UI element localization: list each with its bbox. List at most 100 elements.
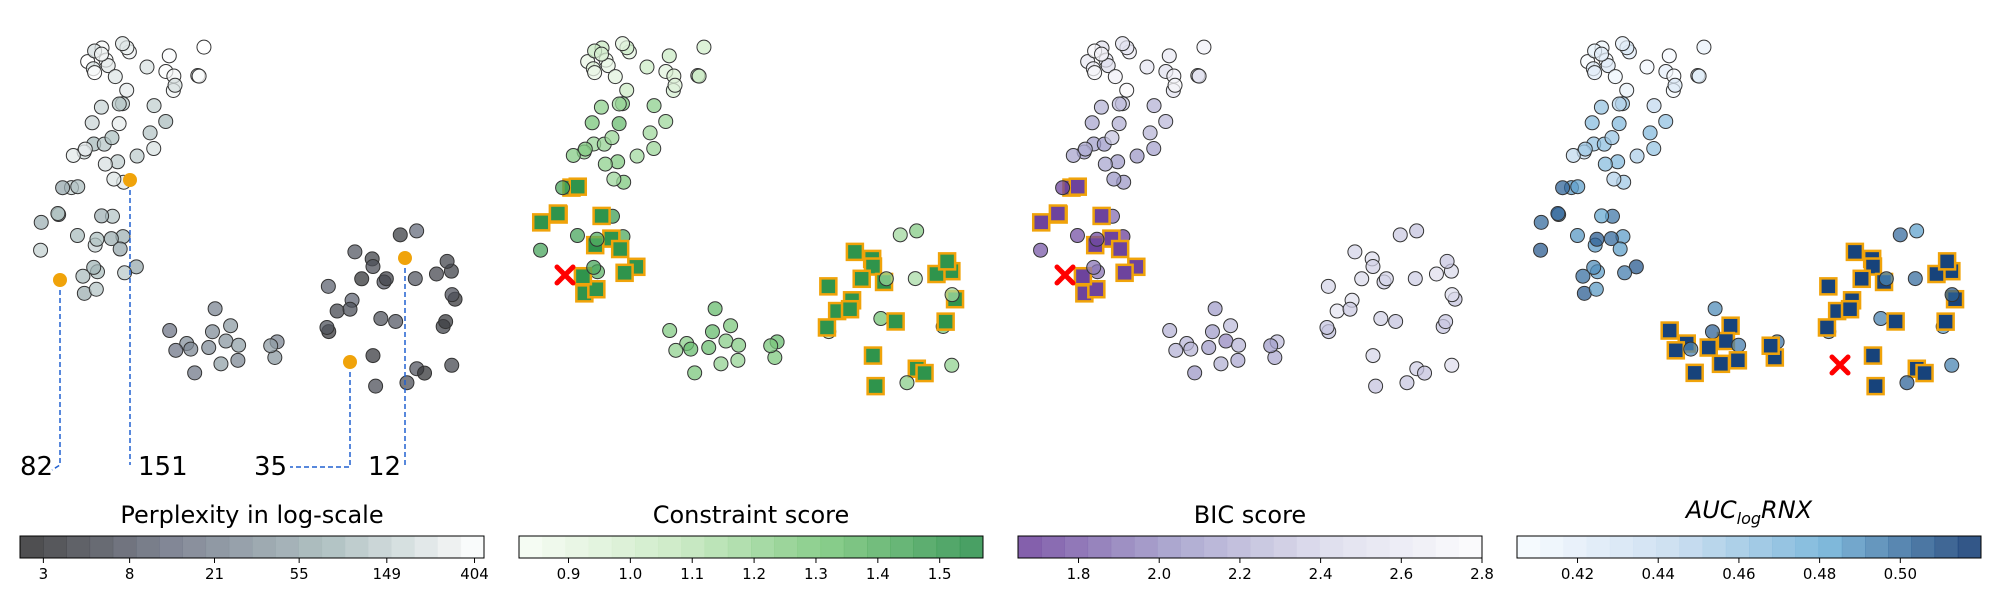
colorbar-segment [1586,536,1611,558]
scatter-point [407,271,423,287]
scatter-point [139,59,155,75]
scatter-point [1100,58,1116,74]
scatter-point [718,333,734,349]
scatter-point [909,223,925,239]
scatter-point [1407,271,1423,287]
scatter-point [1187,365,1203,381]
scatter-point [1115,36,1131,52]
colorbar-segment [1865,536,1889,558]
colorbar-segment [681,536,706,558]
scatter-point [1610,154,1626,170]
scatter-point [1667,77,1683,93]
scatter-point [1907,271,1923,287]
scatter-point [1347,244,1363,260]
selected-point [1110,239,1130,259]
scatter-point [368,378,384,394]
scatter-point [319,319,335,335]
colorbar-segment [635,536,659,558]
scatter-point [1683,341,1699,357]
scatter-point [399,375,415,391]
scatter-point [111,116,127,132]
scatter-point [365,259,381,275]
scatter-point [1065,147,1081,163]
selected-point [587,279,606,299]
scatter-point [586,259,602,275]
scatter-point [1365,348,1381,364]
colorbar-segment [1319,536,1344,558]
colorbar-segment [1342,536,1367,558]
selected-point [1660,321,1679,340]
scatter-point [1077,141,1093,157]
annotation-label: 82 [20,452,53,482]
scatter-point [89,231,105,247]
scatter-point [1628,259,1644,275]
scatter-point [587,65,603,81]
scatter-point [1944,357,1960,373]
colorbar-segment [182,536,207,558]
scatter-point [892,227,908,243]
scatter-point [1223,318,1239,334]
scatter-point [723,318,739,334]
scatter-point [88,281,104,297]
scatter-point [1111,96,1127,112]
scatter-point [687,365,703,381]
scatter-point [146,98,162,114]
colorbar-segment [565,536,590,558]
scatter-point [1087,65,1103,81]
colorbar-tick-label: 149 [372,565,401,583]
colorbar-segment [1934,536,1959,558]
scatter-point [1565,147,1581,163]
colorbar-frame [518,535,984,559]
scatter-point [231,337,247,353]
scatter-point [619,82,635,98]
scatter-point [1104,130,1120,146]
scatter-point [565,147,581,163]
scatter-point [1069,228,1085,244]
scatter-point [873,311,889,327]
scatter-point [263,338,279,354]
scatter-point [763,338,779,354]
colorbar-segment [867,536,891,558]
scatter-point [584,115,600,131]
scatter-point [94,208,110,224]
scatter-point [1388,313,1404,329]
scatter-point [1093,99,1109,115]
colorbar-frame [1516,535,1982,559]
annotation-label: 35 [254,452,287,482]
scatter-point [1231,337,1247,353]
scatter-point [1704,324,1720,340]
colorbar-segment [20,536,44,558]
scatter-point [158,113,174,129]
colorbar-segment [1435,536,1460,558]
scatter-point [1646,141,1662,157]
scatter-point [1533,242,1549,258]
scatter-point [162,323,178,339]
scatter-point [1550,206,1566,222]
scatter-point [701,340,717,356]
colorbar-tick-label: 1.5 [928,565,952,583]
scatter-point [1594,46,1610,62]
scatter-point [683,341,699,357]
scatter-point [1611,116,1627,132]
scatter-point [97,156,113,172]
colorbar-segment [66,536,91,558]
scatter-point [1142,125,1158,141]
scatter-point [907,271,923,287]
colorbar-segment [936,536,961,558]
selected-point [1761,336,1780,355]
scatter-point [142,125,158,141]
scatter-point [213,356,229,372]
scatter-point [1342,301,1358,317]
scatter-point [444,287,460,303]
colorbar-tick-label: 8 [125,565,135,583]
selected-point [1073,266,1093,286]
scatter-point [1106,171,1122,187]
scatter-point [428,266,444,282]
scatter-point [70,179,86,195]
scatter-point [112,241,128,257]
scatter-point [94,46,110,62]
colorbar-tick-label: 0.44 [1642,565,1675,583]
highlighted-point [53,273,67,287]
scatter-point [731,337,747,353]
scatter-point [196,39,212,55]
